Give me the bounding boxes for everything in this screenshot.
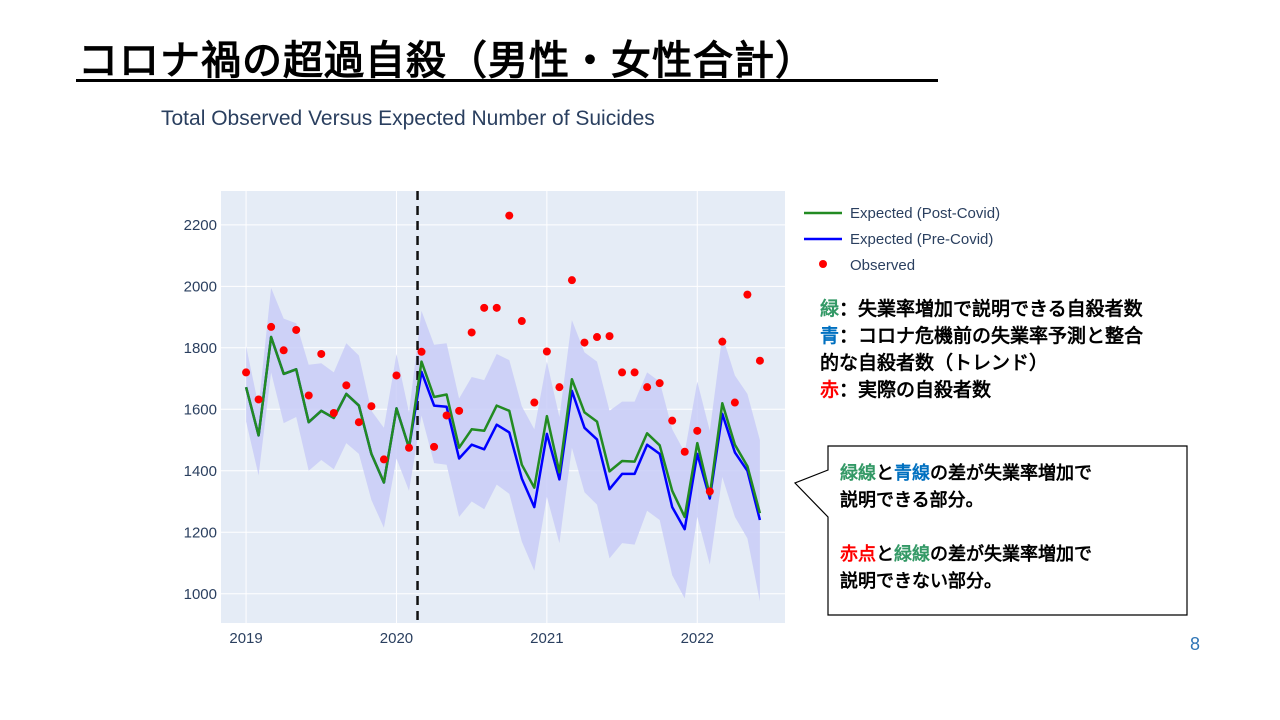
observed-point	[304, 391, 313, 400]
observed-point	[705, 487, 714, 496]
observed-point	[668, 416, 677, 425]
title-underline	[76, 79, 938, 82]
y-tick-label: 1000	[184, 586, 217, 603]
legend-label: Observed	[850, 257, 915, 274]
observed-point	[354, 418, 363, 427]
observed-point	[743, 290, 752, 299]
observed-point	[517, 317, 526, 326]
observed-point	[317, 349, 326, 358]
callout-green-line-word-2: 緑線	[894, 544, 930, 565]
y-tick-label: 2200	[184, 217, 217, 234]
observed-point	[618, 368, 627, 377]
chart-legend: Expected (Post-Covid) Expected (Pre-Covid…	[804, 205, 1000, 274]
legend-swatch	[819, 260, 827, 268]
callout-and-1: と	[876, 463, 894, 484]
observed-point	[254, 395, 263, 404]
callout-line-3: 赤点と緑線の差が失業率増加で	[840, 541, 1180, 568]
observed-point	[480, 303, 489, 312]
observed-point	[755, 356, 764, 365]
callout-and-2: と	[876, 544, 894, 565]
observed-point	[643, 383, 652, 392]
observed-point	[655, 379, 664, 388]
y-axis-ticks: 1000 1200 1400 1600 1800 2000 2200	[184, 217, 217, 603]
key-red: 赤	[820, 379, 840, 401]
callout-blue-line-word: 青線	[894, 463, 930, 484]
chart-title: Total Observed Versus Expected Number of…	[161, 107, 655, 130]
x-tick-label: 2020	[380, 630, 413, 647]
callout-text: 緑線と青線の差が失業率増加で 説明できる部分。 赤点と緑線の差が失業率増加で 説…	[840, 460, 1180, 595]
expected-post-covid-line	[244, 335, 762, 519]
observed-point	[605, 332, 614, 341]
observed-point	[442, 411, 451, 420]
y-tick-label: 2000	[184, 278, 217, 295]
observed-point	[730, 398, 739, 407]
observed-point	[430, 442, 439, 451]
callout-rest-2: の差が失業率増加で	[930, 544, 1092, 565]
observed-point	[467, 328, 476, 337]
series-lines	[244, 335, 762, 531]
note-green: 緑：失業率増加で説明できる自殺者数	[820, 296, 1143, 323]
observed-point	[567, 276, 576, 285]
observed-point	[555, 383, 564, 392]
observed-point	[242, 368, 251, 377]
legend-label: Expected (Pre-Covid)	[850, 231, 993, 248]
note-blue-cont: 的な自殺者数（トレンド）	[820, 352, 1049, 374]
callout-green-line-word: 緑線	[840, 463, 876, 484]
y-tick-label: 1800	[184, 340, 217, 357]
color-key-notes: 緑：失業率増加で説明できる自殺者数 青：コロナ危機前の失業率予測と整合 的な自殺…	[820, 296, 1143, 404]
observed-points	[242, 211, 764, 496]
observed-point	[342, 381, 351, 390]
y-tick-label: 1600	[184, 401, 217, 418]
note-blue: 青：コロナ危機前の失業率予測と整合	[820, 323, 1143, 350]
observed-point	[630, 368, 639, 377]
x-tick-label: 2019	[229, 630, 262, 647]
callout-line-2: 説明できる部分。	[840, 490, 984, 511]
observed-point	[580, 338, 589, 347]
observed-point	[329, 408, 338, 417]
observed-point	[530, 398, 539, 407]
key-green: 緑	[820, 298, 840, 320]
observed-point	[492, 303, 501, 312]
x-tick-label: 2022	[681, 630, 714, 647]
page-number: 8	[1190, 634, 1201, 654]
callout-box	[793, 445, 1188, 616]
note-green-text: ：失業率増加で説明できる自殺者数	[839, 298, 1143, 320]
observed-point	[279, 346, 288, 355]
x-tick-label: 2021	[530, 630, 563, 647]
note-blue-text-1: ：コロナ危機前の失業率予測と整合	[839, 325, 1144, 347]
observed-point	[379, 455, 388, 464]
observed-point	[693, 426, 702, 435]
observed-point	[392, 371, 401, 380]
callout-line-1: 緑線と青線の差が失業率増加で	[840, 460, 1180, 487]
slide-title: コロナ禍の超過自殺（男性・女性合計）	[78, 38, 816, 84]
observed-point	[417, 347, 426, 356]
observed-point	[542, 347, 551, 356]
callout-line-4: 説明できない部分。	[840, 571, 1002, 592]
note-red-text: ：実際の自殺者数	[839, 379, 992, 401]
observed-point	[267, 322, 276, 331]
observed-point	[405, 443, 413, 452]
y-tick-label: 1400	[184, 463, 217, 480]
observed-point	[505, 211, 514, 220]
callout-rest-1: の差が失業率増加で	[930, 463, 1092, 484]
observed-point	[718, 337, 727, 346]
observed-point	[680, 447, 689, 456]
observed-point	[455, 406, 464, 415]
observed-point	[367, 402, 376, 411]
legend-label: Expected (Post-Covid)	[850, 205, 1000, 222]
key-blue: 青	[820, 325, 840, 347]
callout-red-point-word: 赤点	[840, 544, 876, 565]
confidence-band	[246, 287, 760, 602]
note-red: 赤：実際の自殺者数	[820, 377, 1143, 404]
observed-point	[292, 325, 301, 334]
y-tick-label: 1200	[184, 524, 217, 541]
observed-point	[593, 333, 601, 342]
x-axis-ticks: 2019 2020 2021 2022	[229, 630, 714, 647]
